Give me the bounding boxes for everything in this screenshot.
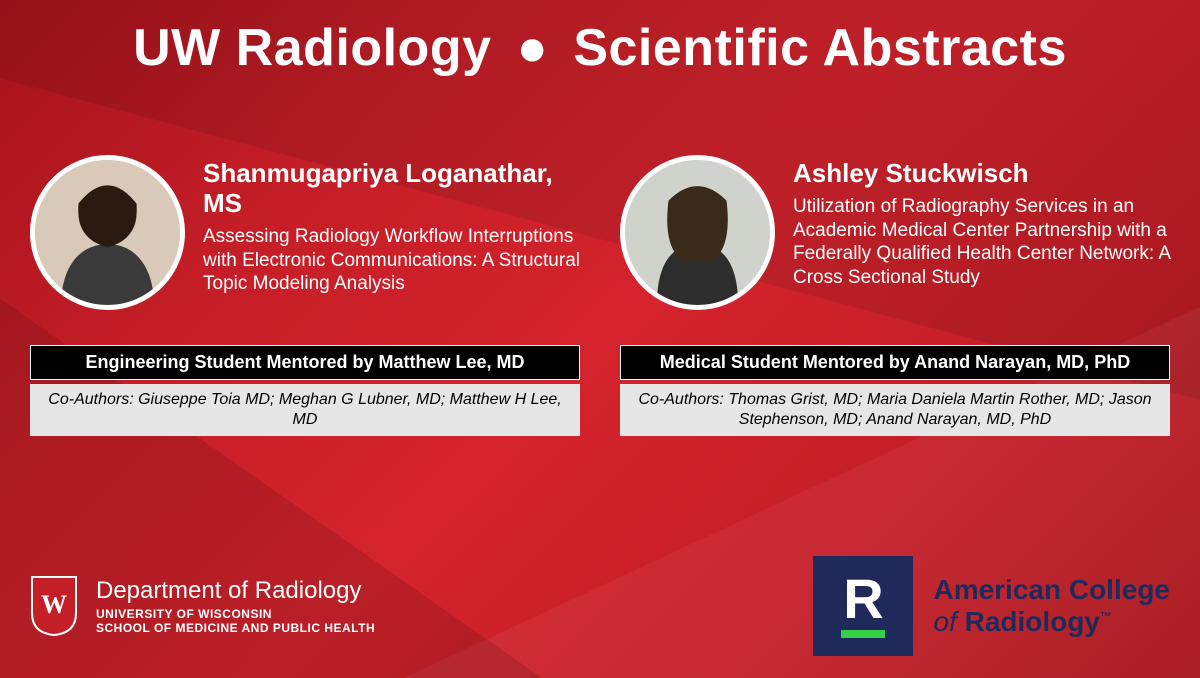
abstract-title: Utilization of Radiography Services in a… <box>793 195 1170 290</box>
trademark-icon: ™ <box>1100 610 1112 624</box>
acr-logo-letter: R <box>843 574 883 624</box>
uw-crest-icon: W <box>30 575 78 637</box>
acr-text: American College of Radiology™ <box>933 574 1170 638</box>
footer: W Department of Radiology UNIVERSITY OF … <box>30 556 1170 656</box>
presenter-card: Shanmugapriya Loganathar, MS Assessing R… <box>30 155 580 436</box>
dept-university: UNIVERSITY OF WISCONSIN <box>96 607 375 621</box>
department-block: W Department of Radiology UNIVERSITY OF … <box>30 575 375 637</box>
mentor-bar: Medical Student Mentored by Anand Naraya… <box>620 345 1170 380</box>
page-title: UW Radiology ● Scientific Abstracts <box>0 18 1200 78</box>
acr-line1: American College <box>933 574 1170 606</box>
presenter-name: Shanmugapriya Loganathar, MS <box>203 159 580 219</box>
abstract-title: Assessing Radiology Workflow Interruptio… <box>203 225 580 296</box>
title-right: Scientific Abstracts <box>573 19 1067 77</box>
dept-name: Department of Radiology <box>96 577 375 605</box>
avatar <box>620 155 775 310</box>
svg-text:W: W <box>41 590 67 619</box>
acr-block: R American College of Radiology™ <box>813 556 1170 656</box>
mentor-bar: Engineering Student Mentored by Matthew … <box>30 345 580 380</box>
presenter-card: Ashley Stuckwisch Utilization of Radiogr… <box>620 155 1170 436</box>
avatar <box>30 155 185 310</box>
presenter-cards: Shanmugapriya Loganathar, MS Assessing R… <box>30 155 1170 436</box>
acr-logo-icon: R <box>813 556 913 656</box>
acr-logo-bar <box>841 630 885 638</box>
coauthors-bar: Co-Authors: Giuseppe Toia MD; Meghan G L… <box>30 384 580 436</box>
acr-line2: Radiology <box>965 606 1100 637</box>
title-bullet-icon: ● <box>506 19 558 77</box>
presenter-name: Ashley Stuckwisch <box>793 159 1170 189</box>
person-icon <box>625 160 770 305</box>
acr-of: of <box>933 606 964 637</box>
person-icon <box>35 160 180 305</box>
dept-school: SCHOOL OF MEDICINE AND PUBLIC HEALTH <box>96 621 375 635</box>
title-left: UW Radiology <box>133 19 491 77</box>
coauthors-bar: Co-Authors: Thomas Grist, MD; Maria Dani… <box>620 384 1170 436</box>
